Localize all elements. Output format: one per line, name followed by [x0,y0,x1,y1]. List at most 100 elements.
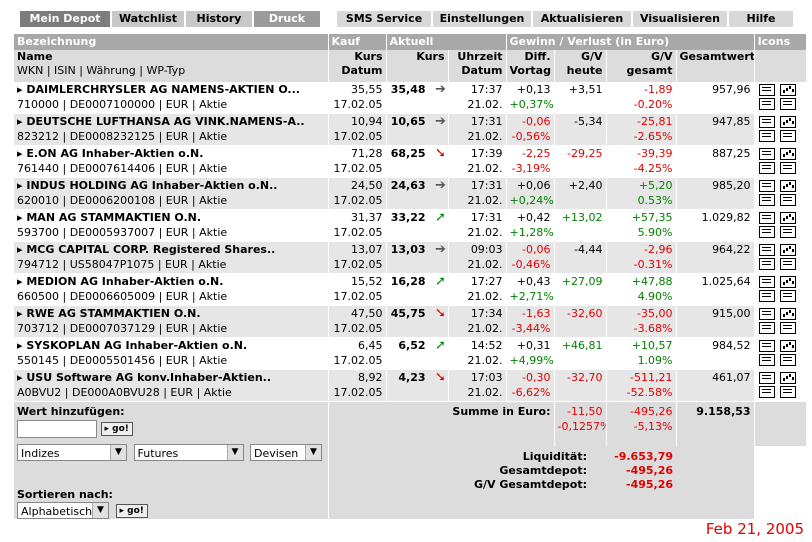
note-icon[interactable] [779,162,796,174]
details-icon[interactable] [758,276,775,288]
uhrzeit: 17:31 [470,179,503,192]
position-name[interactable]: ▸ DEUTSCHE LUFTHANSA AG VINK.NAMENS-A.. [17,115,305,128]
sort-select[interactable]: Alphabetisch ▼ [17,502,109,519]
tab-sms-service[interactable]: SMS Service [337,11,431,27]
tab-einstellungen[interactable]: Einstellungen [433,11,531,27]
tab-hilfe[interactable]: Hilfe [729,11,793,27]
gv-gesamt-pct: 5.90% [637,226,673,239]
futures-select[interactable]: Futures ▼ [133,444,244,461]
zeit-cell: 09:03 21.02. [448,241,507,274]
tab-watchlist[interactable]: Watchlist [112,11,184,27]
position-name-cell[interactable]: ▸ INDUS HOLDING AG Inhaber-Aktien o.N.. 6… [14,177,329,210]
chart-icon[interactable] [779,372,796,384]
diff-cell: +0,42 +1,28% [506,209,555,242]
details-icon[interactable] [758,180,775,192]
note-icon[interactable] [779,322,796,334]
details-icon[interactable] [758,116,775,128]
position-name-cell[interactable]: ▸ USU Software AG konv.Inhaber-Aktien.. A… [14,369,329,402]
news-icon[interactable] [758,258,775,270]
gv-gesamt: +5,20 [638,179,673,192]
note-icon[interactable] [779,98,796,110]
position-name[interactable]: ▸ SYSKOPLAN AG Inhaber-Aktien o.N. [17,339,248,352]
gesamtwert: 957,96 [676,82,755,114]
note-icon[interactable] [779,290,796,302]
position-name-cell[interactable]: ▸ DEUTSCHE LUFTHANSA AG VINK.NAMENS-A.. 8… [14,113,329,146]
position-name-cell[interactable]: ▸ RWE AG STAMMAKTIEN O.N. 703712 | DE0007… [14,305,329,338]
position-name[interactable]: ▸ DAIMLERCHRYSLER AG NAMENS-AKTIEN O... [17,83,300,96]
position-name-cell[interactable]: ▸ MAN AG STAMMAKTIEN O.N. 593700 | DE0005… [14,209,329,242]
news-icon[interactable] [758,130,775,142]
subheader-kurs2: Kurs [416,50,445,63]
kauf-kurs: 8,92 [358,371,383,384]
tab-history[interactable]: History [186,11,252,27]
gesamtwert: 887,25 [676,145,755,178]
tab-mein-depot[interactable]: Mein Depot [20,11,110,27]
chart-icon[interactable] [779,84,796,96]
tab-visualisieren[interactable]: Visualisieren [633,11,727,27]
details-icon[interactable] [758,84,775,96]
details-icon[interactable] [758,148,775,160]
kauf-datum: 17.02.05 [333,162,383,175]
news-icon[interactable] [758,194,775,206]
details-icon[interactable] [758,244,775,256]
news-icon[interactable] [758,322,775,334]
position-name[interactable]: ▸ MCG CAPITAL CORP. Registered Shares.. [17,243,276,256]
news-icon[interactable] [758,226,775,238]
note-icon[interactable] [779,226,796,238]
chart-icon[interactable] [779,244,796,256]
gv-gesamt-cell: -511,21 -52.58% [606,369,677,402]
chart-icon[interactable] [779,212,796,224]
summe-heute: -11,50 -0,1257% [554,401,607,446]
details-icon[interactable] [758,308,775,320]
position-name-cell[interactable]: ▸ SYSKOPLAN AG Inhaber-Aktien o.N. 550145… [14,337,329,370]
note-icon[interactable] [779,194,796,206]
sort-go-button[interactable]: ▸ go! [115,503,148,518]
position-name[interactable]: ▸ MEDION AG Inhaber-Aktien o.N. [17,275,224,288]
subheader-name: Name WKN | ISIN | Währung | WP-Typ [14,50,329,82]
zeit-cell: 17:31 21.02. [448,177,507,210]
position-name[interactable]: ▸ USU Software AG konv.Inhaber-Aktien.. [17,371,272,384]
aktuell-datum: 21.02. [467,354,503,367]
tab-aktualisieren[interactable]: Aktualisieren [533,11,631,27]
position-name[interactable]: ▸ E.ON AG Inhaber-Aktien o.N. [17,147,204,160]
indizes-select[interactable]: Indizes ▼ [17,444,127,461]
position-name[interactable]: ▸ INDUS HOLDING AG Inhaber-Aktien o.N.. [17,179,278,192]
news-icon[interactable] [758,162,775,174]
chart-icon[interactable] [779,276,796,288]
chart-icon[interactable] [779,340,796,352]
kurs-cell: 45,75 ➘ [386,305,449,338]
chart-icon[interactable] [779,148,796,160]
add-value-input[interactable] [17,420,97,438]
col-header-bezeichnung: Bezeichnung [14,34,329,50]
position-name-cell[interactable]: ▸ MCG CAPITAL CORP. Registered Shares.. 7… [14,241,329,274]
chart-icon[interactable] [779,180,796,192]
chart-icon[interactable] [779,308,796,320]
note-icon[interactable] [779,354,796,366]
gv-gesamt: +47,88 [631,275,673,288]
gv-gesamt: -35,00 [637,307,673,320]
details-icon[interactable] [758,340,775,352]
gv-gesamt: -39,39 [637,147,673,160]
position-ids: 620010 | DE0006200108 | EUR | Aktie [17,194,228,207]
news-icon[interactable] [758,290,775,302]
zeit-cell: 17:34 21.02. [448,305,507,338]
details-icon[interactable] [758,372,775,384]
position-name-cell[interactable]: ▸ E.ON AG Inhaber-Aktien o.N. 761440 | DE… [14,145,329,178]
details-icon[interactable] [758,212,775,224]
position-name[interactable]: ▸ RWE AG STAMMAKTIEN O.N. [17,307,201,320]
position-name[interactable]: ▸ MAN AG STAMMAKTIEN O.N. [17,211,202,224]
indizes-select-value: Indizes [21,447,60,460]
note-icon[interactable] [779,130,796,142]
chart-icon[interactable] [779,116,796,128]
note-icon[interactable] [779,386,796,398]
position-name-cell[interactable]: ▸ DAIMLERCHRYSLER AG NAMENS-AKTIEN O... 7… [14,82,329,114]
add-value-go-button[interactable]: ▸ go! [100,422,133,436]
news-icon[interactable] [758,386,775,398]
note-icon[interactable] [779,258,796,270]
news-icon[interactable] [758,98,775,110]
gv-heute: -29,25 [554,145,607,178]
devisen-select[interactable]: Devisen ▼ [250,444,322,461]
news-icon[interactable] [758,354,775,366]
tab-druck[interactable]: Druck [254,11,320,27]
position-name-cell[interactable]: ▸ MEDION AG Inhaber-Aktien o.N. 660500 | … [14,273,329,306]
